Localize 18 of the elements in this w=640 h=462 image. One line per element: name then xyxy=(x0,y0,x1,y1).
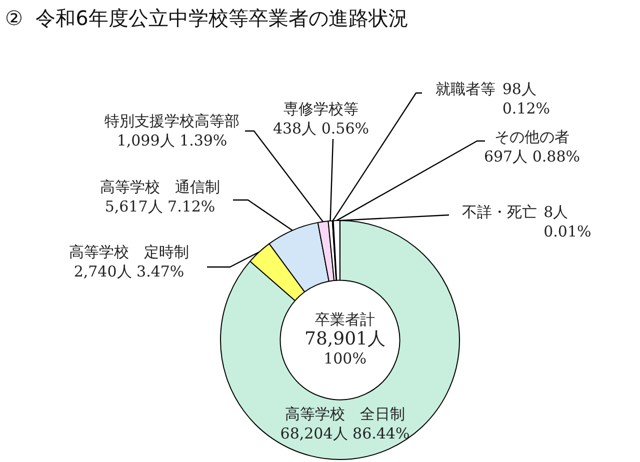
slice-label: 専修学校等 xyxy=(284,100,358,118)
data-label: 1,099人 1.39% xyxy=(116,131,228,150)
data-label: 438人 0.56% xyxy=(272,119,370,138)
data-label: 98人 0.12% xyxy=(502,80,550,118)
slice-label: 高等学校 通信制 xyxy=(100,178,220,196)
data-label: 2,740人 3.47% xyxy=(74,262,184,280)
slice-label: 特別支援学校高等部 xyxy=(104,112,240,130)
slice-label: その他の者 xyxy=(494,128,570,146)
text: 卒業者計 78,901人 100% xyxy=(304,310,386,368)
chart-title: ② 令和6年度公立中学校等卒業者の進路状況 xyxy=(5,5,408,31)
data-label: 697人 0.88% xyxy=(484,147,580,166)
slice-label: 高等学校 全日制 xyxy=(285,404,405,423)
data-label: 5,617人 7.12% xyxy=(104,197,216,216)
data-label: 8人 0.01% xyxy=(544,202,592,240)
slice-label: 就職者等 xyxy=(436,80,496,98)
slice-label: 不詳・死亡 xyxy=(462,202,537,221)
data-label: 68,204人 86.44% xyxy=(280,424,410,442)
legend-label: 高等学校 定時制 xyxy=(69,242,189,261)
